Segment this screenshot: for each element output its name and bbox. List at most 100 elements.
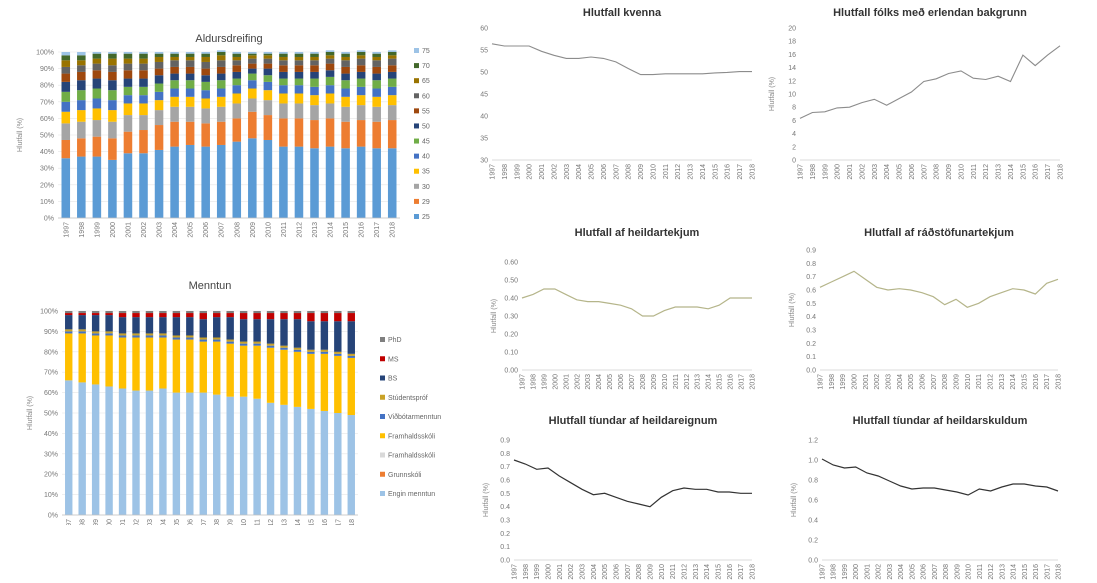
bar-segment	[154, 53, 164, 57]
bar-segment	[172, 337, 181, 340]
bar-segment	[139, 58, 148, 64]
bar-segment	[91, 335, 100, 385]
bar-segment	[294, 118, 304, 147]
x-tick-label: 2000	[107, 519, 114, 525]
chart-title: Hlutfall kvenna	[583, 7, 662, 19]
bar-segment	[232, 56, 242, 61]
x-tick-label: 2016	[1033, 564, 1040, 580]
bar-segment	[372, 52, 381, 54]
bar-segment	[139, 115, 148, 131]
chart-title: Hlutfall af heildartekjum	[575, 227, 700, 239]
x-tick-label: 1998	[79, 222, 86, 238]
x-tick-label: 2009	[651, 374, 658, 390]
x-tick-label: 2007	[219, 222, 226, 238]
y-tick-label: 0	[792, 158, 796, 165]
x-tick-label: 2008	[943, 564, 950, 580]
bar-segment	[185, 60, 195, 67]
y-tick-label: 80%	[44, 349, 58, 356]
bar-segment	[61, 91, 71, 102]
bar-segment	[279, 93, 288, 104]
bar-segment	[201, 123, 210, 147]
bar-segment	[154, 110, 164, 126]
bar-segment	[199, 341, 207, 393]
bar-segment	[356, 95, 366, 106]
bar-segment	[387, 105, 397, 121]
bar-segment	[280, 349, 288, 405]
legend-swatch	[380, 394, 385, 400]
legend-label: Framhaldsskóli	[388, 433, 436, 440]
bar-segment	[185, 96, 195, 107]
y-tick-label: 0.8	[806, 261, 816, 268]
bar-segment	[154, 56, 164, 62]
bar-segment	[280, 345, 288, 348]
bar-segment	[170, 96, 179, 107]
bar-segment	[186, 311, 194, 314]
x-tick-label: 2007	[921, 164, 928, 180]
bar-segment	[108, 71, 117, 81]
bar-segment	[118, 388, 127, 515]
legend-label: 75	[422, 48, 430, 55]
bar-segment	[65, 380, 73, 515]
x-tick-label: 2012	[675, 164, 682, 180]
bar-segment	[372, 60, 381, 67]
bar-segment	[185, 80, 195, 89]
x-tick-label: 1998	[831, 564, 838, 580]
bar-segment	[61, 81, 71, 92]
bar-segment	[159, 335, 167, 338]
x-tick-label: 2009	[638, 164, 645, 180]
bar-segment	[105, 333, 113, 336]
bar-segment	[185, 52, 195, 54]
legend-swatch	[414, 153, 419, 159]
y-tick-label: 50	[480, 70, 488, 77]
legend-label: 45	[422, 139, 430, 146]
x-tick-label: 2012	[988, 374, 995, 390]
bar-segment	[201, 68, 210, 76]
x-tick-label: 1999	[94, 222, 101, 238]
bar-segment	[185, 53, 195, 57]
x-tick-label: 2004	[897, 374, 904, 390]
bar-segment	[105, 313, 113, 316]
bar-segment	[213, 341, 221, 395]
y-tick-label: 0.40	[504, 296, 518, 303]
legend-label: 30	[422, 184, 430, 191]
bar-segment	[123, 115, 133, 132]
y-tick-label: 50%	[44, 411, 58, 418]
bar-segment	[347, 357, 355, 416]
bar-segment	[92, 78, 102, 89]
x-tick-label: 2011	[663, 164, 670, 179]
series-line	[799, 45, 1061, 119]
x-tick-label: 2009	[228, 519, 235, 525]
x-tick-label: 2005	[602, 564, 609, 580]
bar-segment	[372, 106, 381, 122]
bar-segment	[77, 65, 86, 72]
y-tick-label: 30%	[44, 451, 58, 458]
bar-segment	[170, 88, 179, 97]
x-tick-label: 2001	[120, 519, 127, 525]
bar-segment	[154, 75, 164, 84]
y-tick-label: 0.10	[504, 350, 518, 357]
bar-segment	[91, 331, 100, 334]
bar-segment	[232, 85, 242, 94]
bar-segment	[310, 86, 319, 96]
bar-segment	[199, 339, 207, 342]
bar-segment	[334, 355, 342, 413]
x-tick-label: 1997	[798, 164, 805, 180]
bar-segment	[263, 52, 273, 54]
bar-segment	[78, 331, 86, 334]
bar-segment	[293, 319, 302, 348]
bar-segment	[239, 345, 248, 397]
chart-title: Hlutfall af ráðstöfunartekjum	[864, 227, 1014, 239]
bar-segment	[172, 317, 181, 336]
bar-segment	[123, 70, 133, 79]
bar-segment	[280, 313, 288, 320]
bar-segment	[92, 136, 102, 157]
bar-segment	[232, 103, 242, 119]
bar-segment	[105, 386, 113, 515]
bar-segment	[232, 60, 242, 66]
x-tick-label: 2008	[234, 222, 241, 238]
bar-segment	[341, 56, 350, 61]
bar-segment	[279, 85, 288, 94]
x-tick-label: 2004	[591, 564, 598, 580]
legend-swatch	[414, 108, 419, 114]
x-tick-label: 1999	[514, 164, 521, 180]
